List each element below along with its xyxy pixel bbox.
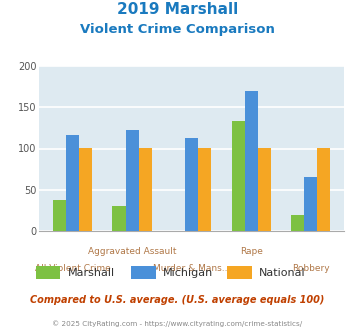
Bar: [304, 178, 317, 231]
Text: Michigan: Michigan: [163, 268, 214, 278]
Text: Marshall: Marshall: [67, 268, 115, 278]
Text: National: National: [259, 268, 306, 278]
Text: Violent Crime Comparison: Violent Crime Comparison: [80, 23, 275, 36]
Bar: [198, 148, 211, 231]
Bar: [245, 91, 258, 231]
Bar: [317, 148, 331, 231]
Bar: [79, 148, 92, 231]
Bar: [113, 206, 126, 231]
Text: © 2025 CityRating.com - https://www.cityrating.com/crime-statistics/: © 2025 CityRating.com - https://www.city…: [53, 320, 302, 327]
Text: Rape: Rape: [240, 248, 263, 256]
Text: Aggravated Assault: Aggravated Assault: [88, 248, 176, 256]
Text: All Violent Crime: All Violent Crime: [35, 264, 110, 273]
Bar: [139, 148, 152, 231]
Text: Robbery: Robbery: [292, 264, 330, 273]
Text: Compared to U.S. average. (U.S. average equals 100): Compared to U.S. average. (U.S. average …: [30, 295, 325, 305]
Bar: [53, 200, 66, 231]
Bar: [185, 138, 198, 231]
Bar: [231, 121, 245, 231]
Bar: [66, 135, 79, 231]
Bar: [126, 129, 139, 231]
Bar: [258, 148, 271, 231]
Text: 2019 Marshall: 2019 Marshall: [117, 2, 238, 16]
Text: Murder & Mans...: Murder & Mans...: [153, 264, 230, 273]
Bar: [291, 215, 304, 231]
